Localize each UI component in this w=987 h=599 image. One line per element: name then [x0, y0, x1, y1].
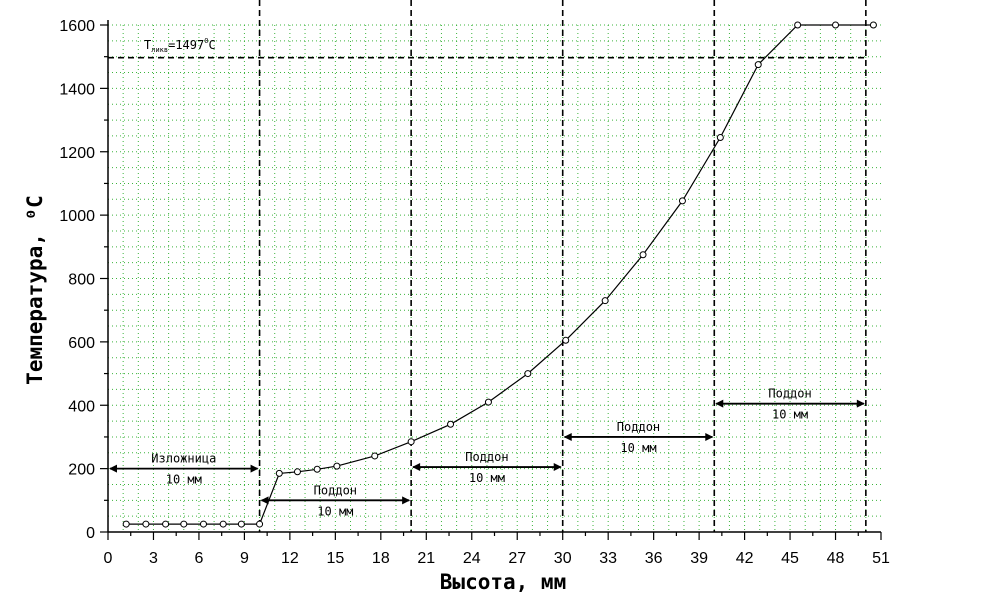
data-point	[237, 520, 245, 528]
arrow-head	[856, 399, 865, 408]
data-point	[275, 469, 283, 477]
data-point	[869, 21, 877, 29]
data-point	[219, 520, 227, 528]
data-point	[562, 336, 570, 344]
arrow-head	[250, 464, 259, 473]
data-point	[754, 61, 762, 69]
segment-size: 10 мм	[620, 441, 656, 455]
y-tick-label: 200	[68, 462, 95, 479]
arrow-head	[705, 432, 714, 441]
x-axis-title: Высота, мм	[440, 570, 566, 594]
data-point	[180, 520, 188, 528]
data-point	[142, 520, 150, 528]
y-tick-label: 1600	[59, 18, 95, 35]
arrow-head	[553, 463, 562, 472]
x-tick-label: 33	[599, 550, 617, 567]
x-tick-label: 48	[827, 550, 845, 567]
data-point	[716, 133, 724, 141]
x-tick-label: 30	[554, 550, 572, 567]
arrow-head	[563, 432, 572, 441]
x-tick-label: 24	[463, 550, 481, 567]
data-point	[122, 520, 130, 528]
segment-size: 10 мм	[317, 504, 353, 518]
x-tick-label: 6	[194, 550, 203, 567]
segment-label: Поддон	[314, 483, 357, 497]
segment-annotations: Изложница 10 мм Поддон 10 мм Поддон 10 мм Подд…	[109, 387, 865, 518]
segment-size: 10 мм	[166, 473, 202, 487]
liquidus-degree: 0	[204, 37, 208, 45]
liquidus-value: =1497	[168, 38, 204, 52]
x-tick-label: 12	[281, 550, 299, 567]
segment-label: Поддон	[617, 420, 660, 434]
x-tick-label: 9	[240, 550, 249, 567]
segment-label: Поддон	[465, 450, 508, 464]
y-axis-title: Температура, ⁰С	[23, 195, 47, 385]
grid	[108, 24, 881, 532]
y-tick-label: 0	[86, 525, 95, 542]
liquidus-annotation: Tликв=14970C	[144, 37, 216, 54]
data-point	[678, 197, 686, 205]
liquidus-unit: C	[208, 38, 215, 52]
y-tick-label: 1400	[59, 81, 95, 98]
arrow-head	[109, 464, 117, 473]
x-tick-label: 39	[690, 550, 708, 567]
x-tick-label: 27	[508, 550, 526, 567]
liquidus-subscript: ликв	[151, 46, 168, 54]
data-point	[524, 370, 532, 378]
segment-size: 10 мм	[772, 408, 808, 422]
arrow-head	[412, 463, 421, 472]
data-point	[371, 452, 379, 460]
y-tick-label: 600	[68, 335, 95, 352]
x-tick-label: 21	[417, 550, 435, 567]
data-point	[447, 420, 455, 428]
segment-label: Изложница	[151, 452, 216, 466]
arrow-head	[402, 496, 411, 505]
y-tick-label: 400	[68, 398, 95, 415]
data-point	[293, 468, 301, 476]
arrow-head	[715, 399, 724, 408]
x-tick-label: 0	[104, 550, 113, 567]
data-point	[601, 297, 609, 305]
x-tick-label: 3	[149, 550, 158, 567]
x-tick-label: 45	[781, 550, 799, 567]
y-tick-label: 1200	[59, 145, 95, 162]
data-point	[333, 462, 341, 470]
segment-size: 10 мм	[469, 471, 505, 485]
x-tick-label: 51	[872, 550, 890, 567]
segment-label: Поддон	[768, 387, 811, 401]
data-point	[639, 251, 647, 259]
arrow-head	[260, 496, 269, 505]
data-point	[162, 520, 170, 528]
x-tick-label: 36	[645, 550, 663, 567]
series-line	[122, 21, 877, 528]
data-point	[794, 21, 802, 29]
data-point	[484, 398, 492, 406]
y-tick-label: 800	[68, 272, 95, 289]
y-axis-ticks: 0 200 400 600 800 1000 1200 1400 1600	[59, 18, 108, 542]
x-axis-ticks: 0 3 6 9 12 15 18 21 24 27 30 33 36 39 42 45 48 51	[104, 532, 890, 567]
data-point	[199, 520, 207, 528]
x-tick-label: 15	[326, 550, 344, 567]
data-point	[256, 520, 264, 528]
x-tick-label: 18	[372, 550, 390, 567]
data-point	[313, 465, 321, 473]
y-tick-label: 1000	[59, 208, 95, 225]
x-tick-label: 42	[736, 550, 754, 567]
liquidus-T: T	[144, 38, 151, 52]
data-point	[832, 21, 840, 29]
data-point	[407, 438, 415, 446]
